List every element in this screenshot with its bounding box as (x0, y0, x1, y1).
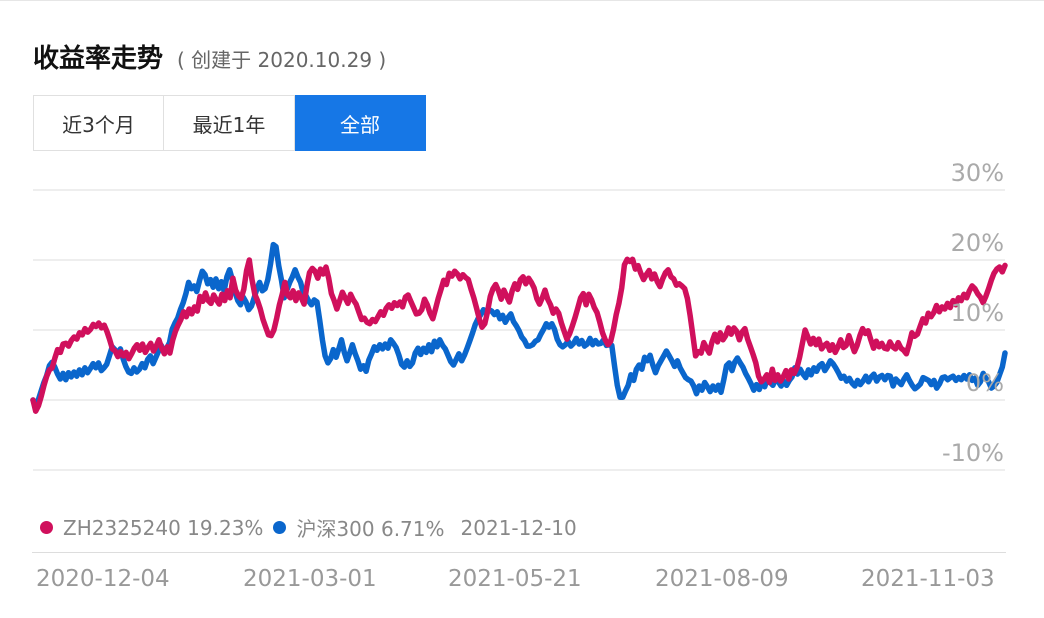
tab-all[interactable]: 全部 (295, 95, 426, 151)
created-date-subtitle: ( 创建于 2020.10.29 ) (177, 48, 387, 72)
y-tick-label: -10% (942, 439, 1004, 467)
legend: ZH2325240 19.23% 沪深300 6.71% 2021-12-10 (40, 513, 577, 542)
legend-date: 2021-12-10 (460, 515, 577, 540)
x-tick-label: 2020-12-04 (36, 566, 170, 592)
y-tick-label: 10% (951, 299, 1004, 327)
y-tick-label: 20% (951, 229, 1004, 257)
series-line-hs300 (30, 241, 1008, 409)
header: 收益率走势 ( 创建于 2020.10.29 ) (33, 38, 386, 75)
x-axis-labels: 2020-12-04 2021-03-01 2021-05-21 2021-08… (0, 566, 1044, 606)
period-tabs: 近3个月 最近1年 全部 (33, 95, 426, 151)
series-dot-icon (273, 521, 287, 534)
legend-item-hs300[interactable]: 沪深300 6.71% (273, 513, 445, 542)
tab-1-year[interactable]: 最近1年 (164, 95, 295, 151)
y-tick-label: 30% (951, 159, 1004, 187)
x-tick-label: 2021-05-21 (448, 566, 582, 592)
tab-3-months[interactable]: 近3个月 (33, 95, 164, 151)
legend-label-zh2325240: ZH2325240 19.23% (63, 515, 264, 540)
chart-title: 收益率走势 (33, 44, 164, 74)
series-dot-icon (40, 521, 53, 534)
top-border (0, 0, 1044, 1)
return-chart: 30% 20% 10% 0% -10% (30, 159, 1008, 471)
y-tick-label: 0% (966, 369, 1004, 397)
series-line-zh2325240 (30, 256, 1008, 414)
legend-item-zh2325240[interactable]: ZH2325240 19.23% (40, 516, 263, 540)
x-tick-label: 2021-11-03 (861, 566, 995, 592)
y-axis-labels: 30% 20% 10% 0% -10% (942, 159, 1004, 467)
x-tick-label: 2021-03-01 (243, 566, 377, 592)
legend-label-hs300: 沪深300 6.71% (296, 517, 445, 541)
x-tick-label: 2021-08-09 (655, 566, 789, 592)
x-axis-line (32, 552, 1006, 553)
series-lines (30, 241, 1008, 414)
